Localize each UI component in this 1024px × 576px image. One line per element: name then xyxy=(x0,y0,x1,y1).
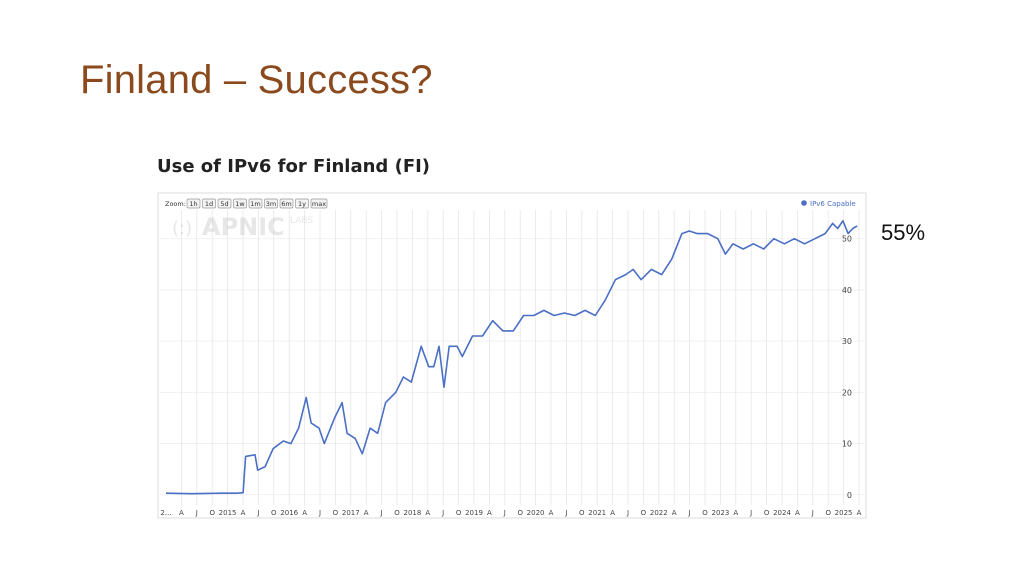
x-tick-label: 2024 xyxy=(773,509,791,517)
x-tick-label: J xyxy=(441,509,444,517)
x-tick-label: J xyxy=(811,509,814,517)
x-tick-label: 2016 xyxy=(280,509,298,517)
x-tick-label: O xyxy=(517,509,523,517)
zoom-button-1h[interactable]: 1h xyxy=(186,198,201,209)
x-tick-label: 2021 xyxy=(588,509,606,517)
y-tick-label: 30 xyxy=(842,337,852,346)
x-tick-label: 2018 xyxy=(403,509,421,517)
x-tick-label: O xyxy=(333,509,339,517)
x-tick-label: J xyxy=(503,509,506,517)
x-tick-label: A xyxy=(241,509,246,517)
grid-layer xyxy=(160,210,864,505)
chart-frame xyxy=(157,192,867,519)
x-tick-label: J xyxy=(318,509,321,517)
x-tick-label: J xyxy=(195,509,198,517)
zoom-button-label: 1m xyxy=(250,200,260,208)
y-tick-label: 0 xyxy=(847,491,852,500)
x-tick-label: 2... xyxy=(160,509,171,517)
x-tick-label: O xyxy=(209,509,215,517)
x-tick-label: J xyxy=(688,509,691,517)
zoom-button-6m[interactable]: 6m xyxy=(279,198,294,209)
zoom-button-3m[interactable]: 3m xyxy=(264,198,278,209)
watermark-logo-mark: (:) xyxy=(172,218,192,239)
x-tick-label: O xyxy=(764,509,770,517)
x-tick-label: J xyxy=(749,509,752,517)
legend-marker xyxy=(801,200,807,206)
x-tick-label: O xyxy=(394,509,400,517)
zoom-button-max[interactable]: max xyxy=(310,198,328,209)
slide-title: Finland – Success? xyxy=(80,58,433,102)
x-tick-label: O xyxy=(641,509,647,517)
x-tick-label: 2025 xyxy=(835,509,853,517)
x-tick-label: J xyxy=(380,509,383,517)
zoom-button-1m[interactable]: 1m xyxy=(248,198,263,209)
zoom-button-1w[interactable]: 1w xyxy=(233,198,247,209)
zoom-button-label: 5d xyxy=(220,200,228,208)
zoom-button-label: 1h xyxy=(189,200,197,208)
x-tick-label: J xyxy=(564,509,567,517)
zoom-button-1y[interactable]: 1y xyxy=(295,198,309,209)
apnic-watermark: (:) APNIC LABS xyxy=(172,213,313,241)
x-tick-label: A xyxy=(672,509,677,517)
y-axis: 0 10 20 30 40 50 xyxy=(842,235,852,500)
x-tick-label: A xyxy=(733,509,738,517)
zoom-button-label: 6m xyxy=(281,200,291,208)
x-tick-label: O xyxy=(825,509,831,517)
x-tick-label: 2017 xyxy=(342,509,360,517)
chart-title: Use of IPv6 for Finland (FI) xyxy=(157,156,431,177)
x-tick-label: A xyxy=(610,509,615,517)
series-line-ipv6-capable xyxy=(165,220,858,495)
x-tick-label: 2023 xyxy=(711,509,729,517)
x-tick-label: 2022 xyxy=(650,509,668,517)
zoom-bar: Zoom: 1h 1d 5d 1w 1m 3m 6m 1y max xyxy=(165,198,328,209)
legend: IPv6 Capable xyxy=(801,200,856,208)
x-tick-label: A xyxy=(487,509,492,517)
x-tick-label: 2015 xyxy=(219,509,237,517)
y-tick-label: 50 xyxy=(842,235,852,244)
zoom-button-1d[interactable]: 1d xyxy=(202,198,216,209)
zoom-button-5d[interactable]: 5d xyxy=(217,198,232,209)
x-tick-label: O xyxy=(271,509,277,517)
legend-label: IPv6 Capable xyxy=(810,200,856,208)
x-tick-label: A xyxy=(795,509,800,517)
x-tick-label: A xyxy=(857,509,862,517)
y-tick-label: 10 xyxy=(842,440,852,449)
y-tick-label: 20 xyxy=(842,388,852,397)
watermark-logo: APNIC xyxy=(202,213,285,241)
x-tick-label: A xyxy=(364,509,369,517)
value-callout: 55% xyxy=(881,220,926,245)
x-tick-label: J xyxy=(626,509,629,517)
zoom-button-label: 3m xyxy=(266,200,276,208)
x-tick-label: O xyxy=(702,509,708,517)
zoom-button-label: 1y xyxy=(298,200,306,208)
watermark-sub: LABS xyxy=(290,216,313,226)
x-tick-label: O xyxy=(456,509,462,517)
x-tick-label: J xyxy=(256,509,259,517)
zoom-label: Zoom: xyxy=(165,200,186,208)
x-tick-label: 2019 xyxy=(465,509,483,517)
x-tick-label: A xyxy=(549,509,554,517)
x-tick-label: A xyxy=(302,509,307,517)
x-tick-label: A xyxy=(425,509,430,517)
zoom-button-label: max xyxy=(312,200,326,208)
y-tick-label: 40 xyxy=(842,286,852,295)
zoom-button-label: 1w xyxy=(235,200,245,208)
zoom-button-label: 1d xyxy=(205,200,213,208)
x-axis: 2... A J O 2015 A J O 2016 A J O 2017 A J O 2018 A J O 2019 A… xyxy=(160,509,861,517)
x-tick-label: 2020 xyxy=(527,509,545,517)
x-tick-label: O xyxy=(579,509,585,517)
x-tick-label: A xyxy=(179,509,184,517)
